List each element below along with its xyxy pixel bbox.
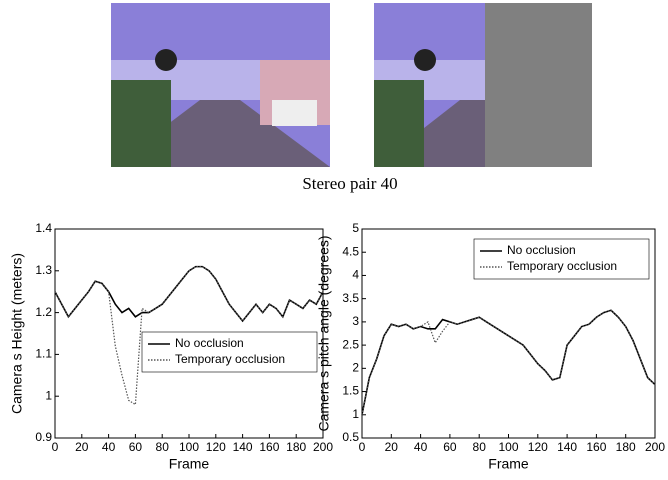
y-tick-label: 1.1 (35, 347, 52, 361)
x-axis-label: Frame (488, 456, 529, 472)
legend-label: Temporary occlusion (175, 352, 285, 366)
y-tick-label: 1.5 (342, 384, 359, 398)
y-tick-label: 2.5 (342, 337, 359, 351)
x-tick-label: 40 (102, 440, 116, 454)
x-axis-label: Frame (169, 456, 210, 472)
x-tick-label: 100 (498, 440, 518, 454)
y-axis-label: Camera s pitch angle (degrees) (316, 235, 332, 431)
legend-label: No occlusion (175, 336, 244, 350)
x-tick-label: 120 (528, 440, 548, 454)
line-series (361, 309, 656, 415)
y-tick-label: 0.5 (342, 430, 359, 444)
x-tick-label: 40 (414, 440, 428, 454)
line-series (54, 265, 324, 323)
legend-label: Temporary occlusion (507, 259, 617, 273)
x-tick-label: 180 (286, 440, 306, 454)
y-tick-label: 4.5 (342, 244, 359, 258)
x-tick-label: 80 (156, 440, 170, 454)
y-tick-label: 1.3 (35, 263, 52, 277)
y-tick-label: 1 (45, 388, 52, 402)
caption: Stereo pair 40 (302, 174, 397, 193)
stereo-left-image (111, 3, 330, 167)
y-tick-label: 1.2 (35, 305, 52, 319)
y-axis-label: Camera s Height (meters) (9, 253, 25, 414)
x-tick-label: 120 (206, 440, 226, 454)
y-tick-label: 4 (352, 268, 359, 282)
x-tick-label: 160 (586, 440, 606, 454)
y-tick-label: 3 (352, 314, 359, 328)
y-tick-label: 5 (352, 221, 359, 235)
legend-box (473, 238, 650, 280)
y-tick-label: 2 (352, 361, 359, 375)
legend-box (141, 331, 318, 373)
x-tick-label: 20 (75, 440, 89, 454)
x-tick-label: 80 (473, 440, 487, 454)
x-tick-label: 140 (233, 440, 253, 454)
x-tick-label: 140 (557, 440, 577, 454)
y-tick-label: 1.4 (35, 221, 52, 235)
x-tick-label: 180 (616, 440, 636, 454)
y-tick-label: 1 (352, 407, 359, 421)
y-tick-label: 3.5 (342, 291, 359, 305)
x-tick-label: 160 (259, 440, 279, 454)
x-tick-label: 20 (385, 440, 399, 454)
x-tick-label: 100 (179, 440, 199, 454)
line-series (54, 266, 324, 406)
y-tick-label: 0.9 (35, 430, 52, 444)
x-tick-label: 60 (129, 440, 143, 454)
stereo-right-image (374, 3, 592, 167)
line-series (361, 309, 656, 415)
x-tick-label: 0 (359, 440, 366, 454)
x-tick-label: 200 (313, 440, 333, 454)
x-tick-label: 0 (52, 440, 59, 454)
x-tick-label: 60 (443, 440, 457, 454)
x-tick-label: 200 (645, 440, 665, 454)
legend-label: No occlusion (507, 243, 576, 257)
